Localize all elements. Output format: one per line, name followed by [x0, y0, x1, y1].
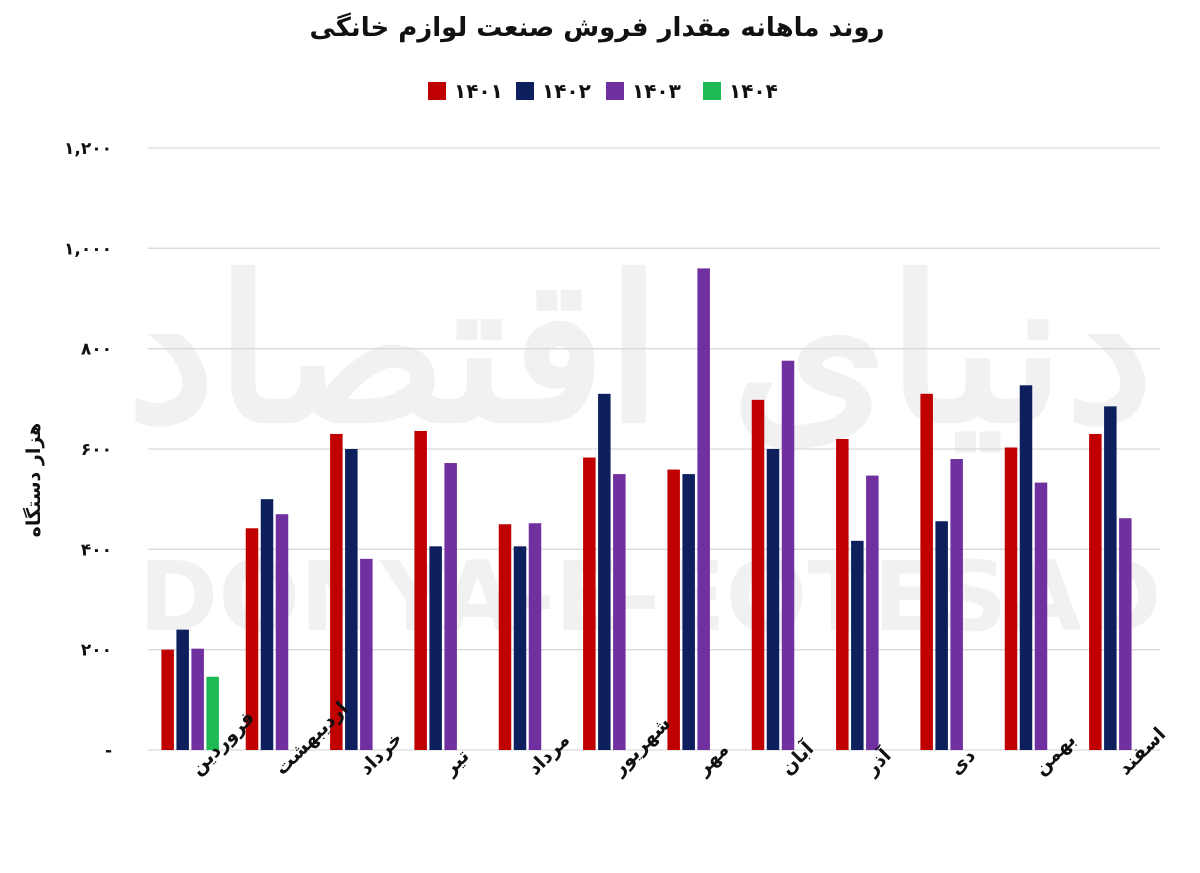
watermark-fa: دنیای اقتصاد: [126, 233, 1153, 468]
legend-swatch: [703, 82, 721, 100]
legend-label: ۱۴۰۲: [542, 79, 591, 103]
bar: [613, 474, 626, 750]
bar: [260, 499, 274, 750]
bar: [935, 521, 948, 750]
bar: [1089, 433, 1102, 750]
legend-swatch: [606, 82, 624, 100]
bar: [1119, 518, 1132, 750]
bar: [345, 449, 358, 750]
legend-label: ۱۴۰۴: [729, 79, 778, 103]
y-tick-label: ۲۰۰: [81, 641, 112, 661]
legend-label: ۱۴۰۱: [454, 79, 503, 103]
bar: [751, 399, 765, 750]
bar: [360, 558, 373, 750]
bar: [583, 457, 596, 750]
bar: [429, 546, 442, 750]
bar: [1004, 447, 1018, 750]
y-tick-label: ۶۰۰: [81, 440, 112, 460]
bar: [1104, 406, 1117, 750]
bar: [528, 523, 542, 750]
chart-title: روند ماهانه مقدار فروش صنعت لوازم خانگی: [310, 12, 885, 43]
y-axis-ticks: - ۲۰۰ ۴۰۰ ۶۰۰ ۸۰۰ ۱,۰۰۰ ۱,۲۰۰: [64, 139, 112, 761]
y-tick-label: ۱,۰۰۰: [64, 239, 112, 259]
legend-label: ۱۴۰۳: [632, 79, 681, 103]
legend-swatch: [428, 82, 446, 100]
x-category-label: آذر: [859, 743, 896, 780]
bar: [920, 393, 933, 750]
y-tick-label: ۴۰۰: [81, 540, 112, 560]
bar: [330, 433, 343, 750]
legend: ۱۴۰۱ ۱۴۰۲ ۱۴۰۳ ۱۴۰۴: [428, 79, 778, 103]
bar: [1034, 482, 1048, 750]
y-tick-label: -: [105, 741, 112, 761]
bar: [851, 540, 864, 750]
bar: [766, 449, 780, 750]
bar: [697, 268, 710, 750]
bar: [414, 430, 427, 750]
bar: [866, 475, 879, 750]
bar: [444, 463, 457, 750]
bar: [161, 649, 174, 750]
bar: [498, 524, 512, 750]
x-category-label: آبان: [775, 736, 818, 779]
y-tick-label: ۱,۲۰۰: [64, 139, 112, 159]
bar: [206, 676, 219, 750]
bars: [161, 268, 1132, 750]
watermark-en: DONYA-E-EQTESAD: [139, 541, 1162, 653]
legend-swatch: [516, 82, 534, 100]
bar: [275, 514, 289, 750]
bar: [513, 546, 527, 750]
y-tick-label: ۸۰۰: [81, 340, 112, 360]
bar: [667, 469, 680, 750]
y-axis-label: هزار دستگاه: [22, 423, 45, 538]
bar: [682, 474, 695, 750]
bar: [781, 360, 795, 750]
bar: [836, 438, 849, 750]
watermark: دنیای اقتصاد DONYA-E-EQTESAD: [126, 233, 1161, 653]
gridlines: [148, 147, 1160, 751]
bar: [245, 528, 259, 750]
bar: [1019, 385, 1033, 750]
bar: [598, 393, 611, 750]
bar: [950, 459, 963, 750]
bar: [176, 629, 189, 750]
bar: [191, 648, 204, 750]
